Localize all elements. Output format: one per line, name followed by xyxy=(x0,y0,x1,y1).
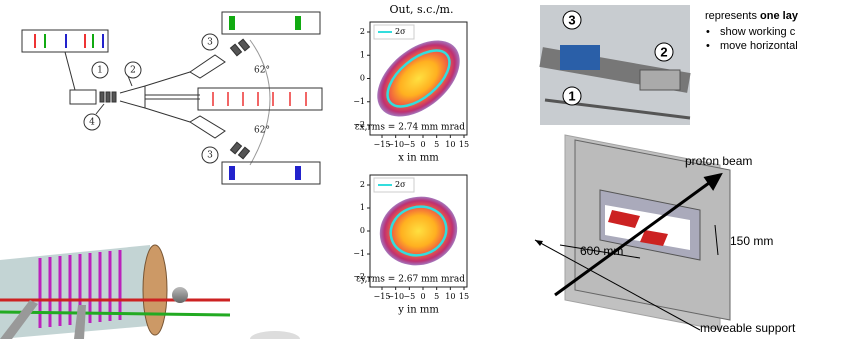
callout: 1 xyxy=(97,66,103,76)
callout: 3 xyxy=(568,12,575,27)
y-tick-label: 1 xyxy=(360,203,365,212)
y-tick-label: 2 xyxy=(360,27,365,36)
svg-text:•: • xyxy=(706,26,710,38)
label: moveable support xyxy=(700,321,796,335)
callout: 3 xyxy=(207,38,213,48)
svg-text:represents one lay: represents one lay xyxy=(705,10,799,22)
schematic xyxy=(22,12,322,184)
x-axis-label: y in mm xyxy=(397,305,439,316)
note-heading: represents xyxy=(705,10,760,22)
x-tick-label: −10 xyxy=(387,140,404,149)
x-tick-label: 0 xyxy=(420,140,425,149)
label: 600 mm xyxy=(580,244,623,258)
callout: 2 xyxy=(660,44,667,59)
annotation: εx,rms = 2.74 mm mrad xyxy=(355,123,465,133)
y-tick-label: 1 xyxy=(360,50,365,59)
x-tick-label: −5 xyxy=(403,140,415,149)
detector: proton beam 600 mm 150 mm moveable suppo… xyxy=(535,135,796,335)
y-tick-label: −1 xyxy=(353,249,365,258)
cloud xyxy=(372,188,465,274)
x-tick-label: 10 xyxy=(445,292,455,301)
legend-label: 2σ xyxy=(395,27,406,36)
svg-text:•: • xyxy=(706,40,710,52)
legend-label: 2σ xyxy=(395,180,406,189)
x-tick-label: −10 xyxy=(387,292,404,301)
x-tick-label: 10 xyxy=(445,140,455,149)
label: 150 mm xyxy=(730,234,773,248)
bullet: show working c xyxy=(720,26,796,38)
plot-title: Out, s.c./m. xyxy=(390,3,454,16)
bullet: move horizontal xyxy=(720,40,798,52)
x-tick-label: −5 xyxy=(403,292,415,301)
x-tick-label: 15 xyxy=(459,140,469,149)
label: proton beam xyxy=(685,154,752,168)
x-tick-label: 5 xyxy=(434,140,439,149)
x-axis-label: x in mm xyxy=(398,153,439,164)
callout: 1 xyxy=(568,88,575,103)
callout: 4 xyxy=(89,118,95,128)
notes: represents one lay • show working c • move… xyxy=(705,10,799,52)
callout: 2 xyxy=(130,66,136,76)
callout: 3 xyxy=(207,151,213,161)
y-tick-label: 0 xyxy=(360,226,365,235)
angle: 62° xyxy=(254,126,270,136)
y-tick-label: −1 xyxy=(353,97,365,106)
angle: 62° xyxy=(254,66,270,76)
note-heading-bold: one lay xyxy=(760,10,799,22)
page: 1 2 3 4 3 62° 62° Out, s.c./m.210−1−2−15… xyxy=(0,0,846,339)
y-tick-label: 2 xyxy=(360,180,365,189)
x-tick-label: 0 xyxy=(420,292,425,301)
render xyxy=(0,245,300,339)
photo: 3 2 1 xyxy=(539,5,690,125)
x-tick-label: 5 xyxy=(434,292,439,301)
annotation: εy,rms = 2.67 mm mrad xyxy=(356,275,465,285)
x-tick-label: 15 xyxy=(459,292,469,301)
y-tick-label: 0 xyxy=(360,74,365,83)
cloud xyxy=(363,25,474,131)
